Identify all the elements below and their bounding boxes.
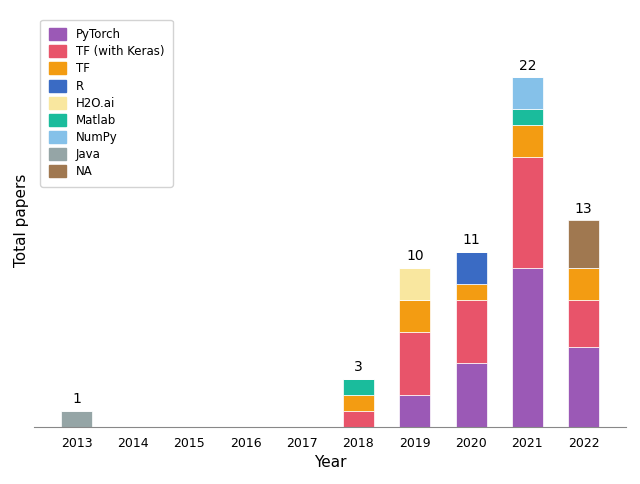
Bar [568,220,599,268]
Bar [512,268,543,427]
Legend: PyTorch, TF (with Keras), TF, R, H2O.ai, Matlab, NumPy, Java, NA: PyTorch, TF (with Keras), TF, R, H2O.ai,… [40,20,173,187]
Bar [456,300,486,363]
Text: 3: 3 [354,361,363,375]
Text: 10: 10 [406,249,424,263]
Bar [568,300,599,348]
Text: 22: 22 [518,59,536,73]
Y-axis label: Total papers: Total papers [14,174,29,267]
Bar [512,109,543,125]
Bar [343,379,374,395]
Bar [61,411,92,427]
Bar [343,411,374,427]
Text: 1: 1 [72,392,81,406]
Bar [512,157,543,268]
Bar [399,300,430,332]
Bar [456,363,486,427]
Text: 13: 13 [575,202,593,215]
Bar [399,395,430,427]
Text: 11: 11 [462,233,480,247]
Bar [568,348,599,427]
Bar [343,395,374,411]
Bar [399,268,430,300]
Bar [568,268,599,300]
Bar [512,125,543,157]
Bar [456,284,486,300]
X-axis label: Year: Year [314,455,346,470]
Bar [399,332,430,395]
Bar [456,252,486,284]
Bar [512,77,543,109]
